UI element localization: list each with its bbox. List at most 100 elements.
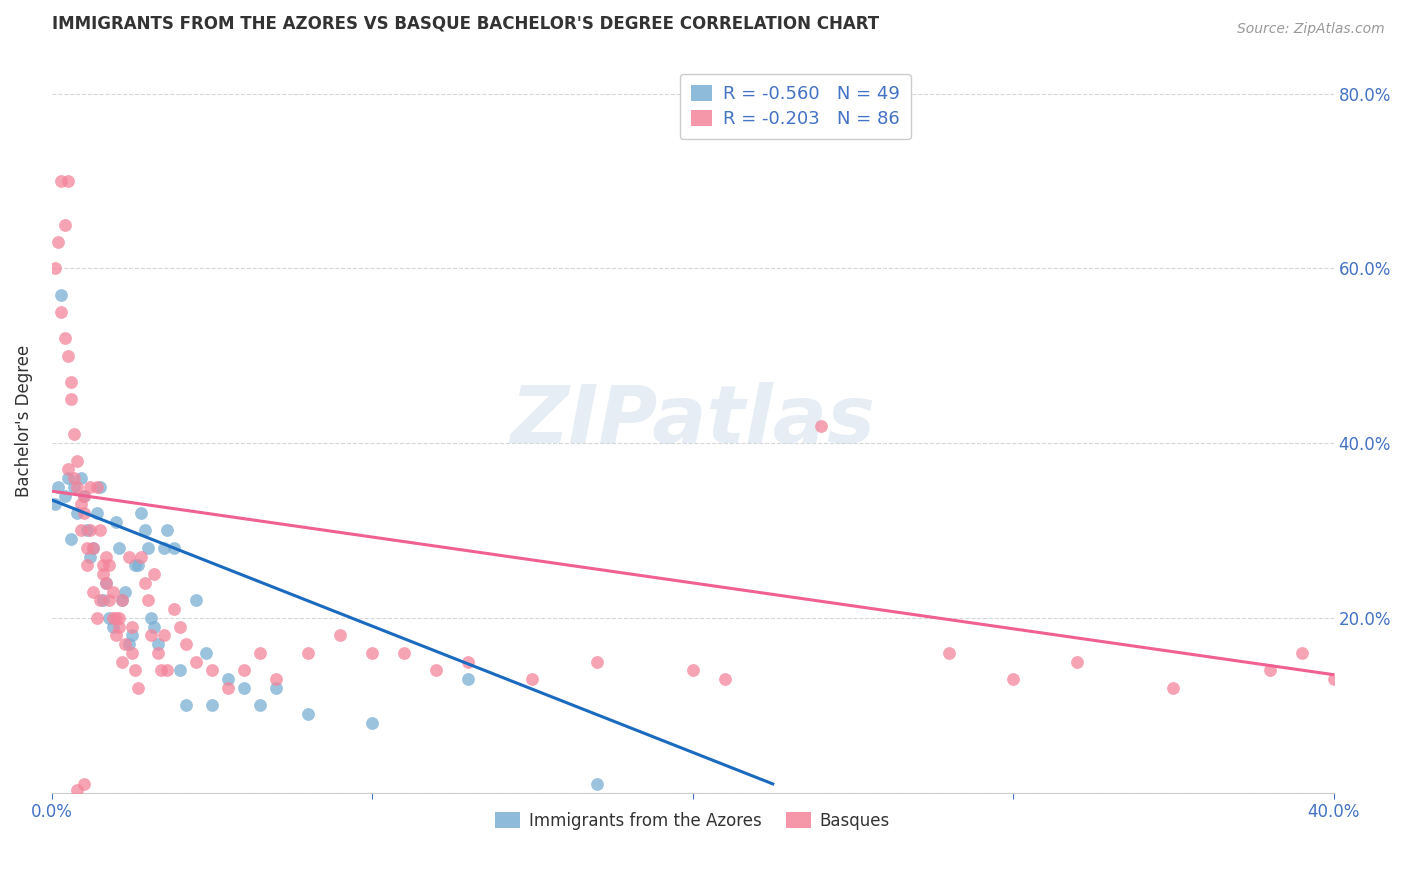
Point [233,663,256,677]
Point [169,619,191,633]
Point [114,637,136,651]
Point [176,637,198,651]
Point [156,524,179,538]
Point [1066,655,1088,669]
Point [1258,663,1281,677]
Point [149,663,172,677]
Point [59,392,82,407]
Point [91,558,114,573]
Point [124,663,146,677]
Point [111,593,134,607]
Point [134,575,156,590]
Point [136,593,159,607]
Point [46,235,69,249]
Point [79,480,101,494]
Point [73,777,96,791]
Point [56,174,79,188]
Point [249,646,271,660]
Point [169,663,191,677]
Point [46,480,69,494]
Point [101,584,124,599]
Point [1002,672,1025,686]
Point [89,524,111,538]
Point [66,453,89,467]
Point [82,584,104,599]
Point [394,646,416,660]
Point [176,698,198,713]
Point [217,681,239,695]
Point [101,611,124,625]
Text: ZIPatlas: ZIPatlas [510,383,875,460]
Point [146,637,169,651]
Point [86,480,108,494]
Point [121,619,143,633]
Point [124,558,146,573]
Point [82,541,104,555]
Point [522,672,544,686]
Point [682,663,704,677]
Point [713,672,735,686]
Point [44,497,66,511]
Point [162,602,184,616]
Point [79,549,101,564]
Point [201,663,224,677]
Point [264,681,287,695]
Point [329,628,352,642]
Point [121,628,143,642]
Point [96,549,118,564]
Point [56,471,79,485]
Point [585,655,607,669]
Text: IMMIGRANTS FROM THE AZORES VS BASQUE BACHELOR'S DEGREE CORRELATION CHART: IMMIGRANTS FROM THE AZORES VS BASQUE BAC… [52,15,879,33]
Point [69,471,91,485]
Point [457,655,479,669]
Point [96,575,118,590]
Point [56,462,79,476]
Point [63,480,86,494]
Point [79,524,101,538]
Point [127,681,149,695]
Point [76,558,98,573]
Point [108,619,131,633]
Point [104,611,127,625]
Point [98,611,121,625]
Point [59,375,82,389]
Point [53,331,76,345]
Point [69,497,91,511]
Point [156,663,179,677]
Point [114,584,136,599]
Point [76,541,98,555]
Point [51,305,73,319]
Point [66,480,89,494]
Point [63,471,86,485]
Point [104,628,127,642]
Point [1291,646,1313,660]
Point [111,593,134,607]
Point [66,783,89,797]
Point [53,489,76,503]
Point [361,715,384,730]
Point [53,218,76,232]
Point [51,174,73,188]
Point [111,655,134,669]
Point [131,506,153,520]
Point [297,646,319,660]
Point [585,777,607,791]
Point [44,261,66,276]
Point [118,637,141,651]
Point [98,558,121,573]
Point [146,646,169,660]
Point [59,533,82,547]
Point [82,541,104,555]
Point [194,646,217,660]
Point [162,541,184,555]
Point [184,593,207,607]
Point [938,646,960,660]
Point [233,681,256,695]
Point [66,506,89,520]
Point [56,349,79,363]
Point [264,672,287,686]
Point [201,698,224,713]
Point [104,515,127,529]
Point [131,549,153,564]
Legend: Immigrants from the Azores, Basques: Immigrants from the Azores, Basques [489,805,897,837]
